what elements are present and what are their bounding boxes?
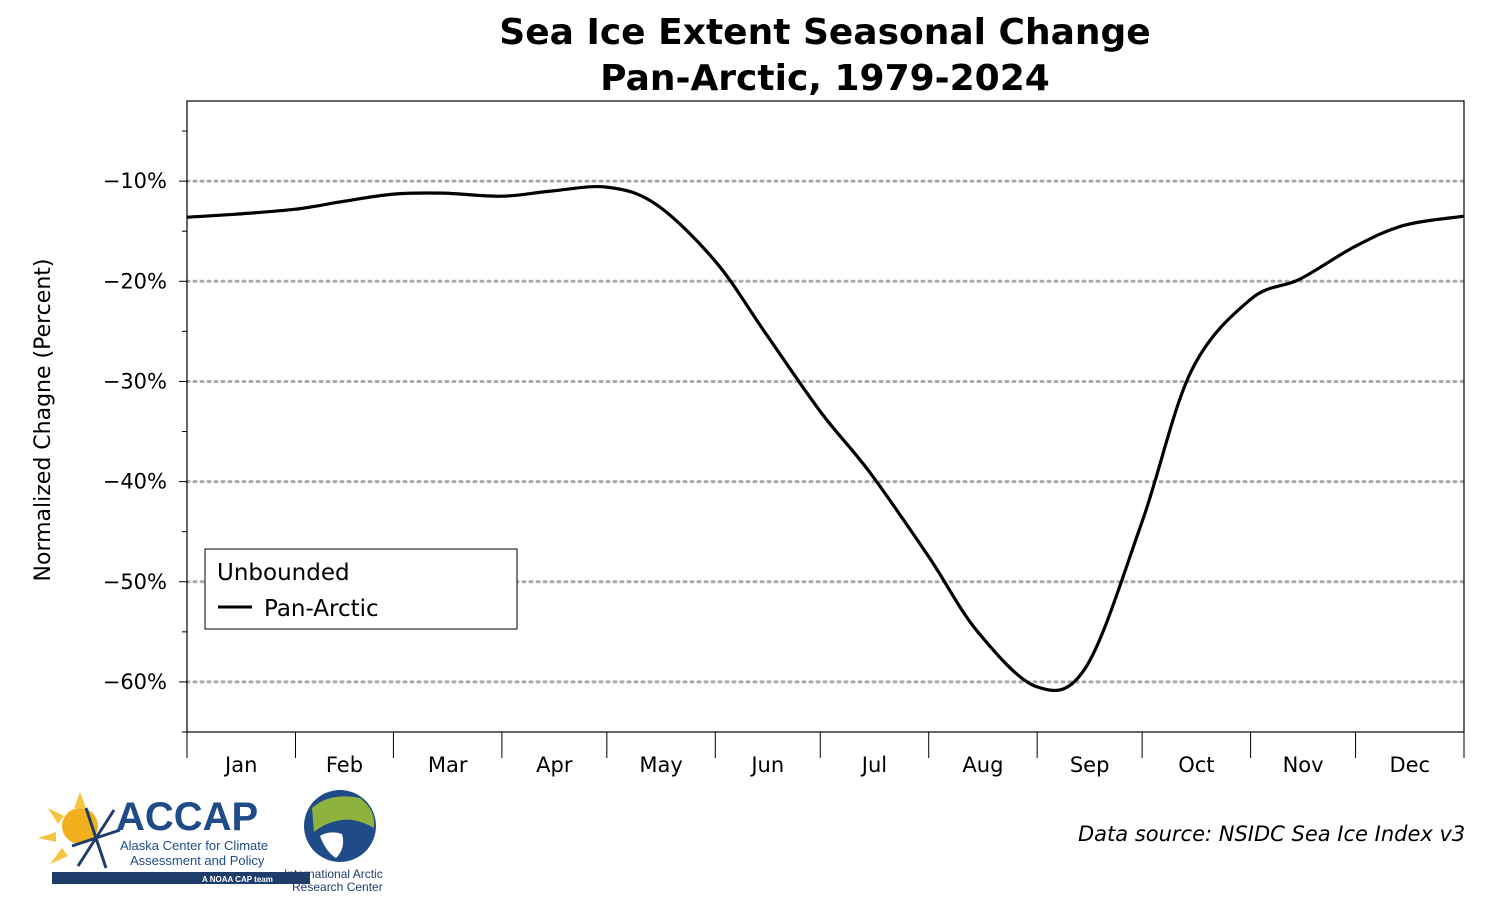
legend: Unbounded Pan-Arctic <box>204 548 518 630</box>
iarc-logo: International Arctic Research Center <box>284 790 383 894</box>
x-tick-label: Apr <box>536 753 573 777</box>
y-tick-label: −10% <box>103 169 167 193</box>
x-tick-label: Sep <box>1070 753 1110 777</box>
x-tick-label: Jul <box>860 753 887 777</box>
x-tick-label: Jun <box>749 753 784 777</box>
chart-subtitle: Pan-Arctic, 1979-2024 <box>600 58 1050 99</box>
x-tick-label: Mar <box>428 753 468 777</box>
series-line-pan-arctic <box>186 185 1465 693</box>
snowflake-icon <box>71 807 121 869</box>
chart-title-block: Sea Ice Extent Seasonal Change Pan-Arcti… <box>0 10 1500 102</box>
x-tick-label: Feb <box>326 753 363 777</box>
series-layer <box>186 185 1465 693</box>
legend-title: Unbounded <box>217 560 350 586</box>
iarc-name-1: International Arctic <box>284 867 383 881</box>
y-tick-label: −60% <box>103 670 167 694</box>
accap-subtitle-1: Alaska Center for Climate <box>120 838 268 853</box>
accap-name: ACCAP <box>116 795 258 839</box>
x-tick-label: Jan <box>223 753 257 777</box>
x-tick-label: Nov <box>1283 753 1324 777</box>
y-tick-label: −50% <box>103 570 167 594</box>
accap-banner <box>52 872 310 884</box>
y-tick-label: −20% <box>103 269 167 293</box>
x-tick-label: Oct <box>1178 753 1214 777</box>
chart-title: Sea Ice Extent Seasonal Change <box>499 12 1151 53</box>
x-axis: Jan Feb Mar Apr May Jun Jul Aug Sep Oct Nov Dec <box>186 732 1465 777</box>
y-tick-label: −30% <box>103 369 167 393</box>
x-tick-label: Aug <box>962 753 1003 777</box>
y-axis-label: Normalized Chagne (Percent) <box>31 259 56 582</box>
legend-box <box>204 548 518 630</box>
x-tick-label: Dec <box>1389 753 1430 777</box>
legend-entry-pan-arctic: Pan-Arctic <box>264 596 379 622</box>
logos: ACCAP Alaska Center for Climate Assessme… <box>38 790 383 894</box>
data-source-note: Data source: NSIDC Sea Ice Index v3 <box>1078 822 1466 846</box>
x-tick-label: May <box>639 753 682 777</box>
sun-icon <box>38 792 98 864</box>
y-tick-label: −40% <box>103 470 167 494</box>
accap-logo: ACCAP Alaska Center for Climate Assessme… <box>38 792 310 884</box>
iarc-name-2: Research Center <box>292 880 383 894</box>
y-axis: −10% −20% −30% −40% −50% −60% <box>103 130 187 733</box>
plot-area <box>186 100 1465 733</box>
accap-tagline: A NOAA CAP team <box>202 875 273 884</box>
accap-subtitle-2: Assessment and Policy <box>130 853 265 868</box>
